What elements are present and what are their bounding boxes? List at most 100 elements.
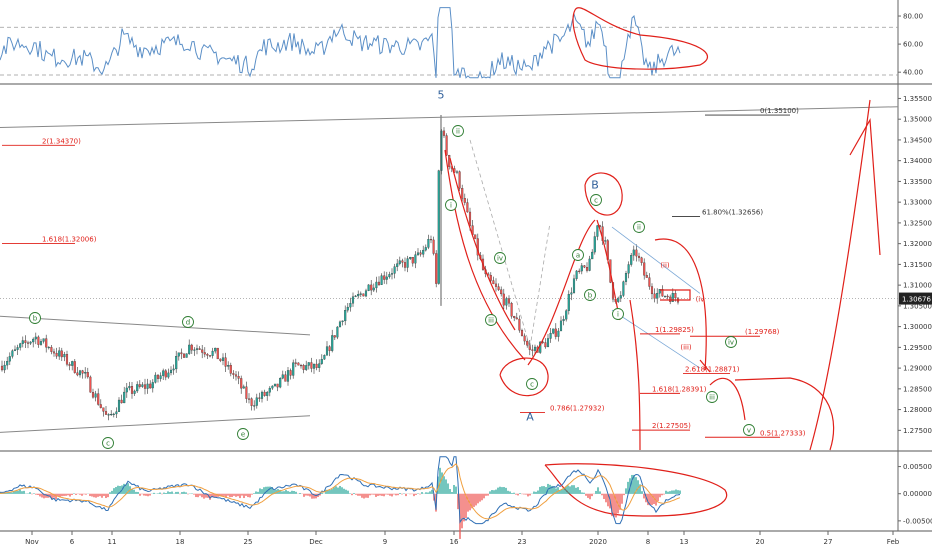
macd-histogram-bar xyxy=(239,493,241,499)
macd-histogram-bar xyxy=(293,491,295,494)
candle-body xyxy=(575,270,578,279)
macd-histogram-bar xyxy=(253,493,255,494)
wave-path xyxy=(809,99,871,451)
macd-histogram-bar xyxy=(125,484,127,494)
channel-line xyxy=(611,309,701,369)
macd-histogram-bar xyxy=(23,490,25,494)
candle-body xyxy=(182,353,186,358)
macd-histogram-bar xyxy=(497,487,499,494)
axis-tick-label: 1.35500 xyxy=(903,95,932,103)
macd-histogram-bar xyxy=(75,493,77,495)
macd-histogram-bar xyxy=(9,492,11,494)
macd-histogram-bar xyxy=(123,483,125,494)
macd-histogram-bar xyxy=(595,490,597,494)
candle-body xyxy=(442,130,446,136)
macd-histogram-bar xyxy=(619,493,621,510)
candle-body xyxy=(219,358,222,361)
axis-tick-label: 1.32500 xyxy=(903,219,932,227)
wave-label-circle xyxy=(743,424,755,436)
macd-histogram-bar xyxy=(319,493,321,496)
wave-label: iii xyxy=(709,394,715,402)
macd-histogram-bar xyxy=(205,493,207,498)
macd-histogram-bar xyxy=(93,493,95,498)
axis-tick-label: 40.00 xyxy=(903,69,923,77)
wave-path xyxy=(654,238,707,371)
macd-histogram-bar xyxy=(487,493,489,496)
candle-body xyxy=(346,306,349,311)
box-markup xyxy=(660,289,691,301)
macd-histogram-bar xyxy=(419,493,421,495)
candle-body xyxy=(292,362,295,376)
fib-level-label: (1.29768) xyxy=(745,328,780,336)
macd-histogram-bar xyxy=(501,487,503,494)
candle-body xyxy=(354,295,357,297)
candle-body xyxy=(424,247,427,251)
macd-histogram-bar xyxy=(175,491,177,494)
candle-body xyxy=(312,363,316,369)
candle-body xyxy=(289,370,292,376)
candle-body xyxy=(401,260,404,263)
macd-histogram-bar xyxy=(447,483,449,494)
candle-body xyxy=(507,298,511,304)
candle-body xyxy=(0,365,4,371)
candle-body xyxy=(104,411,108,415)
candle-body xyxy=(554,328,557,337)
macd-histogram-bar xyxy=(275,489,277,494)
candle-body xyxy=(526,340,529,346)
macd-histogram-bar xyxy=(39,493,41,497)
candle-body xyxy=(505,298,508,306)
candle-body xyxy=(630,255,633,265)
macd-histogram-bar xyxy=(639,484,641,494)
macd-histogram-bar xyxy=(325,489,327,494)
macd-histogram-bar xyxy=(113,488,115,494)
candle-body xyxy=(396,263,399,267)
x-tick-label: 13 xyxy=(680,538,689,546)
macd-histogram-bar xyxy=(663,493,665,495)
macd-histogram-bar xyxy=(425,492,427,494)
macd-histogram-bar xyxy=(467,493,469,512)
macd-histogram-bar xyxy=(483,493,485,499)
macd-histogram-bar xyxy=(587,493,589,498)
wave-label: i xyxy=(450,202,452,210)
macd-histogram-bar xyxy=(237,493,239,497)
macd-histogram-bar xyxy=(653,493,655,505)
candle-body xyxy=(531,349,534,351)
macd-histogram-bar xyxy=(363,493,365,499)
candle-body xyxy=(271,385,274,389)
x-tick-label: 16 xyxy=(450,538,459,546)
wave-label: (iv xyxy=(696,296,705,304)
candle-body xyxy=(50,346,53,352)
price-pane: 1.35500 1.35000 1.34500 1.34000 1.33500 1.330… xyxy=(0,7,932,517)
macd-histogram-bar xyxy=(463,493,465,522)
candle-body xyxy=(617,297,620,302)
wave-label-circle xyxy=(102,437,114,449)
candle-body xyxy=(416,252,420,255)
macd-histogram-bar xyxy=(493,490,495,494)
candle-body xyxy=(120,399,123,404)
macd-histogram-bar xyxy=(137,491,139,494)
macd-histogram-bar xyxy=(145,493,147,496)
fib-level-label: 1(1.29825) xyxy=(655,326,694,334)
macd-histogram-bar xyxy=(103,493,105,496)
candle-body xyxy=(86,372,89,378)
candle-body xyxy=(497,286,500,290)
macd-histogram-bar xyxy=(187,493,189,495)
macd-histogram-bar xyxy=(273,490,275,494)
candle-body xyxy=(619,295,622,299)
x-tick-label: 18 xyxy=(176,538,185,546)
candle-body xyxy=(245,386,248,399)
macd-histogram-bar xyxy=(573,485,575,494)
macd-histogram-bar xyxy=(527,493,529,497)
candle-body xyxy=(403,262,407,268)
macd-histogram-bar xyxy=(377,493,379,496)
candle-body xyxy=(341,320,344,323)
macd-histogram-bar xyxy=(193,493,195,495)
macd-histogram-bar xyxy=(7,492,9,494)
candle-body xyxy=(671,293,674,302)
candle-body xyxy=(437,170,440,284)
axis-tick-label: 1.34000 xyxy=(903,157,932,165)
candle-body xyxy=(279,378,282,388)
macd-histogram-bar xyxy=(131,489,133,494)
candle-body xyxy=(13,349,17,351)
